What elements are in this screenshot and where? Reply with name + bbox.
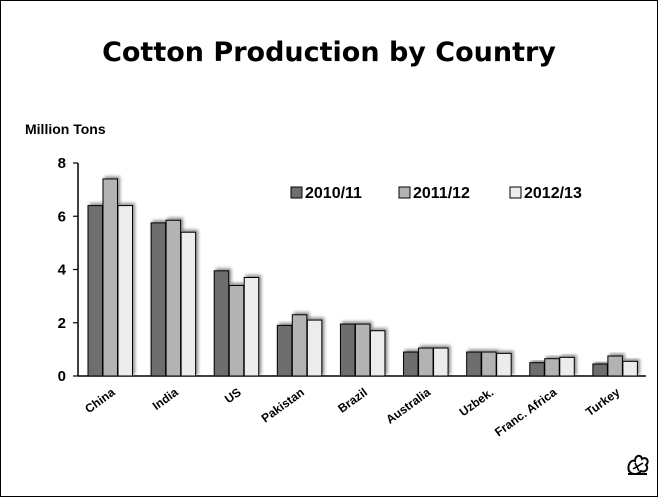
bars — [87, 178, 638, 377]
y-tick-label: 8 — [58, 155, 66, 172]
x-categories: China India US Pakistan Brazil Australia Uzbek… — [82, 385, 622, 439]
y-axis-label: Million Tons — [25, 121, 106, 137]
bar-pakistan-1 — [291, 314, 308, 377]
cotton-boll-icon — [627, 454, 649, 475]
bar-uzbek--0 — [466, 351, 482, 377]
bar-india-2 — [180, 231, 197, 377]
legend-label: 2010/11 — [305, 185, 362, 202]
legend-swatch — [398, 186, 411, 199]
bar-china-2 — [117, 205, 133, 377]
x-category-label: China — [82, 385, 117, 416]
bar-franc-africa-0 — [529, 362, 545, 377]
bar-turkey-0 — [592, 363, 608, 377]
x-category-label: US — [222, 385, 244, 406]
y-tick-label: 6 — [58, 208, 66, 225]
bar-pakistan-2 — [306, 319, 323, 377]
bar-australia-2 — [433, 347, 449, 377]
bar-brazil-2 — [369, 330, 386, 377]
y-tick-label: 0 — [58, 368, 66, 385]
bar-brazil-0 — [339, 323, 356, 377]
x-category-label: India — [150, 385, 181, 413]
bar-us-2 — [243, 276, 260, 377]
bar-india-0 — [150, 222, 167, 377]
x-category-label: Australia — [383, 385, 433, 427]
bar-uzbek--2 — [496, 352, 512, 377]
y-tick-label: 2 — [58, 315, 66, 332]
x-category-label: Brazil — [335, 385, 370, 416]
bar-turkey-2 — [622, 360, 638, 377]
y-ticks: 0 2 4 6 8 — [58, 155, 78, 385]
legend: 2010/11 2011/12 2012/13 — [290, 185, 582, 202]
x-category-label: Uzbek. — [457, 385, 497, 419]
bar-franc-africa-2 — [559, 356, 575, 377]
bar-china-1 — [102, 178, 118, 377]
bar-franc-africa-1 — [544, 358, 560, 377]
bar-india-1 — [165, 219, 182, 377]
legend-swatch — [509, 186, 522, 199]
bar-australia-1 — [418, 347, 434, 377]
x-category-label: Pakistan — [259, 385, 307, 425]
legend-swatch — [290, 186, 303, 199]
bar-uzbek--1 — [481, 351, 497, 377]
legend-label: 2011/12 — [413, 185, 470, 202]
bar-brazil-1 — [354, 323, 371, 377]
chart-title: Cotton Production by Country — [102, 37, 556, 68]
bar-us-0 — [213, 270, 230, 377]
x-category-label: Franc. Africa — [492, 385, 559, 439]
bar-china-0 — [87, 205, 103, 377]
x-category-label: Turkey — [583, 385, 623, 419]
bar-australia-0 — [403, 351, 419, 377]
bar-pakistan-0 — [276, 324, 293, 377]
y-tick-label: 4 — [58, 262, 67, 279]
legend-label: 2012/13 — [524, 185, 582, 202]
bar-us-1 — [228, 284, 245, 377]
bar-turkey-1 — [607, 355, 623, 377]
